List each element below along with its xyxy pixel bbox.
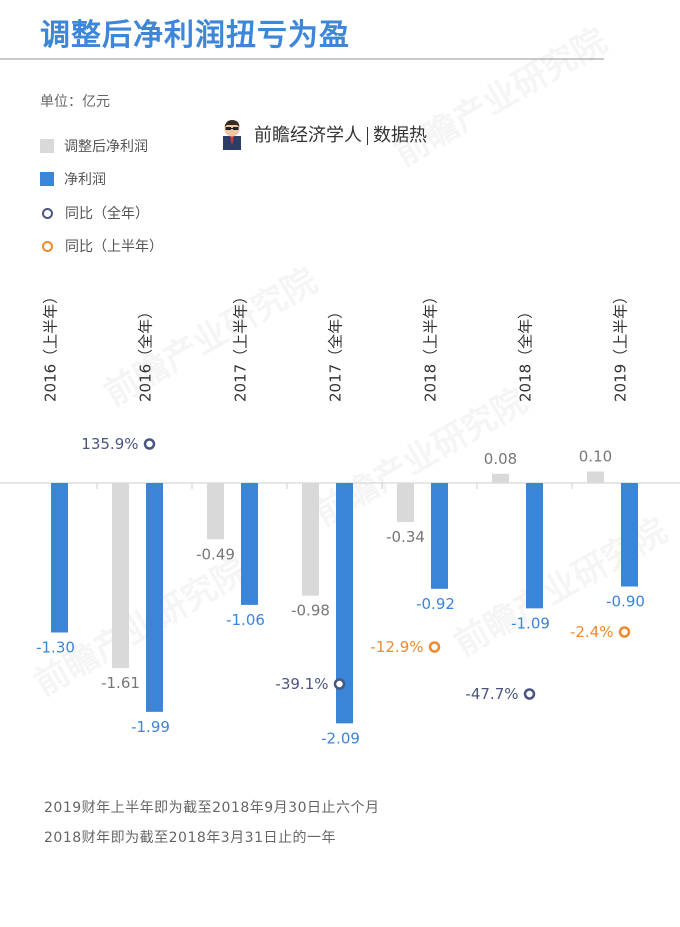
legend-label-net: 净利润 <box>64 172 106 188</box>
legend-label-adjusted: 调整后净利润 <box>64 139 148 155</box>
yoy-full-year-label: -39.1% <box>275 675 328 693</box>
adjusted-profit-label: -0.34 <box>386 528 425 546</box>
yoy-full-year-label: -47.7% <box>465 685 518 703</box>
yoy-full-year-marker <box>333 678 346 690</box>
category-label: 2017（上半年） <box>232 289 250 402</box>
yoy-full-year-marker <box>523 688 536 700</box>
category-label: 2016（全年） <box>137 304 155 402</box>
net-profit-label: -1.30 <box>36 639 75 657</box>
net-profit-bar <box>241 483 258 605</box>
yoy-half-year-marker <box>618 626 631 638</box>
legend-item-yoy-full: 同比（全年） <box>40 203 149 223</box>
adjusted-profit-bar <box>492 473 509 483</box>
category-label: 2019（上半年） <box>612 289 630 402</box>
legend-label-yoy-half: 同比（上半年） <box>65 239 163 255</box>
unit-label: 单位：亿元 <box>40 94 110 110</box>
legend-label-yoy-full: 同比（全年） <box>65 206 149 222</box>
category-label: 2018（全年） <box>517 304 535 402</box>
adjusted-profit-label: -1.61 <box>101 674 140 692</box>
category-label: 2016（上半年） <box>42 289 60 402</box>
net-profit-label: -1.09 <box>511 614 550 632</box>
legend-swatch-adjusted <box>40 139 54 153</box>
brand-tag: 数据热 <box>373 125 427 146</box>
net-profit-label: -0.90 <box>606 593 645 611</box>
category-label: 2018（上半年） <box>422 289 440 402</box>
yoy-full-year-label: 135.9% <box>81 435 138 453</box>
legend-ring-yoy-half <box>42 240 53 252</box>
yoy-half-year-label: -12.9% <box>370 638 423 656</box>
category-label: 2017（全年） <box>327 304 345 402</box>
brand: 前瞻经济学人 数据热 <box>218 118 427 150</box>
economist-avatar-icon <box>223 120 241 150</box>
legend-item-adjusted: 调整后净利润 <box>40 136 148 156</box>
chart-title: 调整后净利润扭亏为盈 <box>40 18 350 53</box>
net-profit-label: -0.92 <box>416 595 455 613</box>
net-profit-bar <box>146 483 163 712</box>
net-profit-bar <box>336 483 353 724</box>
net-profit-bar <box>51 483 68 633</box>
footnotes: 2019财年上半年即为截至2018年9月30日止六个月 2018财年即为截至20… <box>44 793 379 853</box>
footnote-2: 2018财年即为截至2018年3月31日止的一年 <box>44 830 336 846</box>
brand-name: 前瞻经济学人 数据热 <box>254 125 427 146</box>
adjusted-profit-bar <box>302 483 319 596</box>
adjusted-profit-bar <box>207 483 224 540</box>
legend-item-yoy-half: 同比（上半年） <box>40 236 163 256</box>
title-divider <box>0 58 604 60</box>
net-profit-label: -1.99 <box>131 718 170 736</box>
brand-separator <box>367 127 368 145</box>
footnote-1: 2019财年上半年即为截至2018年9月30日止六个月 <box>44 800 380 816</box>
legend-swatch-net <box>40 172 54 186</box>
yoy-half-year-label: -2.4% <box>570 623 614 641</box>
net-profit-bar <box>621 483 638 587</box>
net-profit-label: -2.09 <box>321 729 360 747</box>
yoy-full-year-marker <box>143 438 156 450</box>
net-profit-bar <box>431 483 448 589</box>
net-profit-bar <box>526 483 543 609</box>
adjusted-profit-bar <box>587 471 604 483</box>
adjusted-profit-bar <box>112 483 129 669</box>
adjusted-profit-label: -0.49 <box>196 545 235 563</box>
legend-ring-yoy-full <box>42 207 53 219</box>
net-profit-label: -1.06 <box>226 611 265 629</box>
legend-item-net: 净利润 <box>40 169 106 189</box>
adjusted-profit-bar <box>397 483 414 523</box>
yoy-half-year-marker <box>428 641 441 653</box>
adjusted-profit-label: 0.08 <box>484 450 517 468</box>
adjusted-profit-label: -0.98 <box>291 602 330 620</box>
adjusted-profit-label: 0.10 <box>579 448 612 466</box>
